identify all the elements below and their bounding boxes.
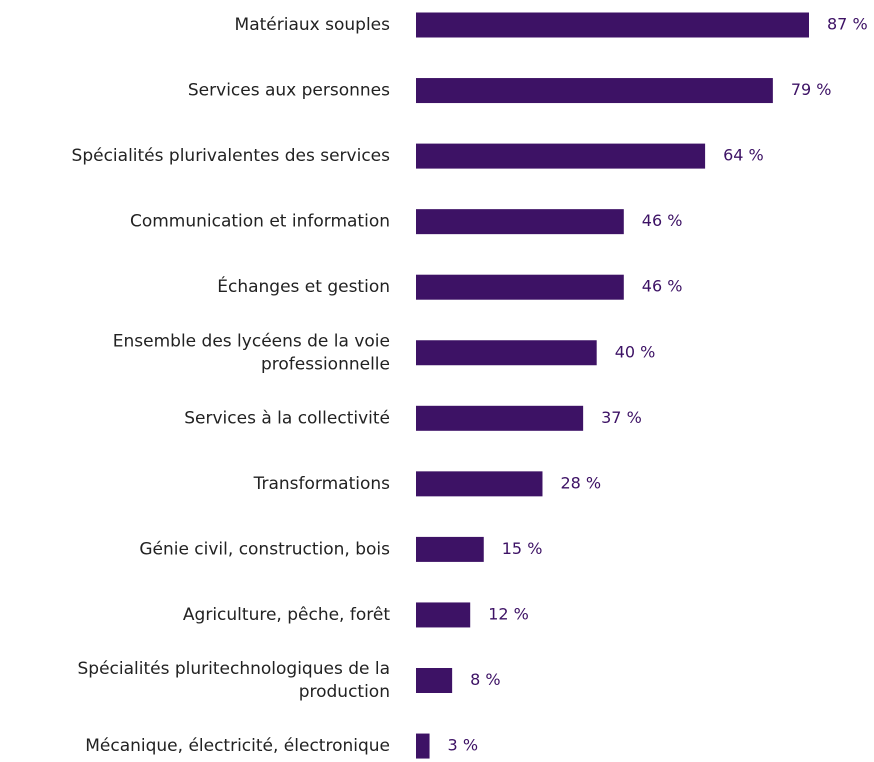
bar [416, 340, 597, 366]
value-label: 3 % [448, 736, 478, 755]
category-label: Matériaux souples [235, 15, 391, 35]
category-label: professionnelle [261, 354, 390, 374]
bar [416, 602, 471, 628]
category-label: Spécialités plurivalentes des services [72, 146, 391, 166]
value-label: 64 % [723, 146, 764, 165]
bar [416, 733, 430, 759]
bar [416, 209, 624, 235]
value-label: 40 % [615, 342, 656, 361]
category-label: Transformations [253, 474, 391, 494]
value-label: 15 % [502, 539, 543, 558]
bar [416, 12, 809, 38]
value-label: 79 % [791, 80, 832, 99]
category-label: Services aux personnes [188, 81, 390, 101]
category-label: Génie civil, construction, bois [139, 539, 390, 559]
category-label: Échanges et gestion [217, 275, 390, 297]
bar [416, 405, 584, 431]
category-label: Mécanique, électricité, électronique [85, 736, 390, 756]
category-label: Services à la collectivité [184, 408, 390, 428]
bar [416, 668, 453, 693]
category-label: Ensemble des lycéens de la voie [113, 331, 390, 351]
bar [416, 471, 543, 497]
value-label: 12 % [488, 604, 529, 623]
bar [416, 274, 624, 300]
bar [416, 78, 773, 104]
category-label: production [299, 682, 390, 702]
value-label: 37 % [601, 408, 642, 427]
category-label: Spécialités pluritechnologiques de la [78, 659, 391, 679]
category-label: Communication et information [130, 212, 390, 232]
category-label: Agriculture, pêche, forêt [183, 605, 390, 625]
value-label: 46 % [642, 277, 683, 296]
value-label: 8 % [470, 670, 500, 689]
value-label: 87 % [827, 15, 868, 34]
bar [416, 143, 706, 169]
value-label: 46 % [642, 211, 683, 230]
value-label: 28 % [560, 473, 601, 492]
bar [416, 536, 484, 562]
